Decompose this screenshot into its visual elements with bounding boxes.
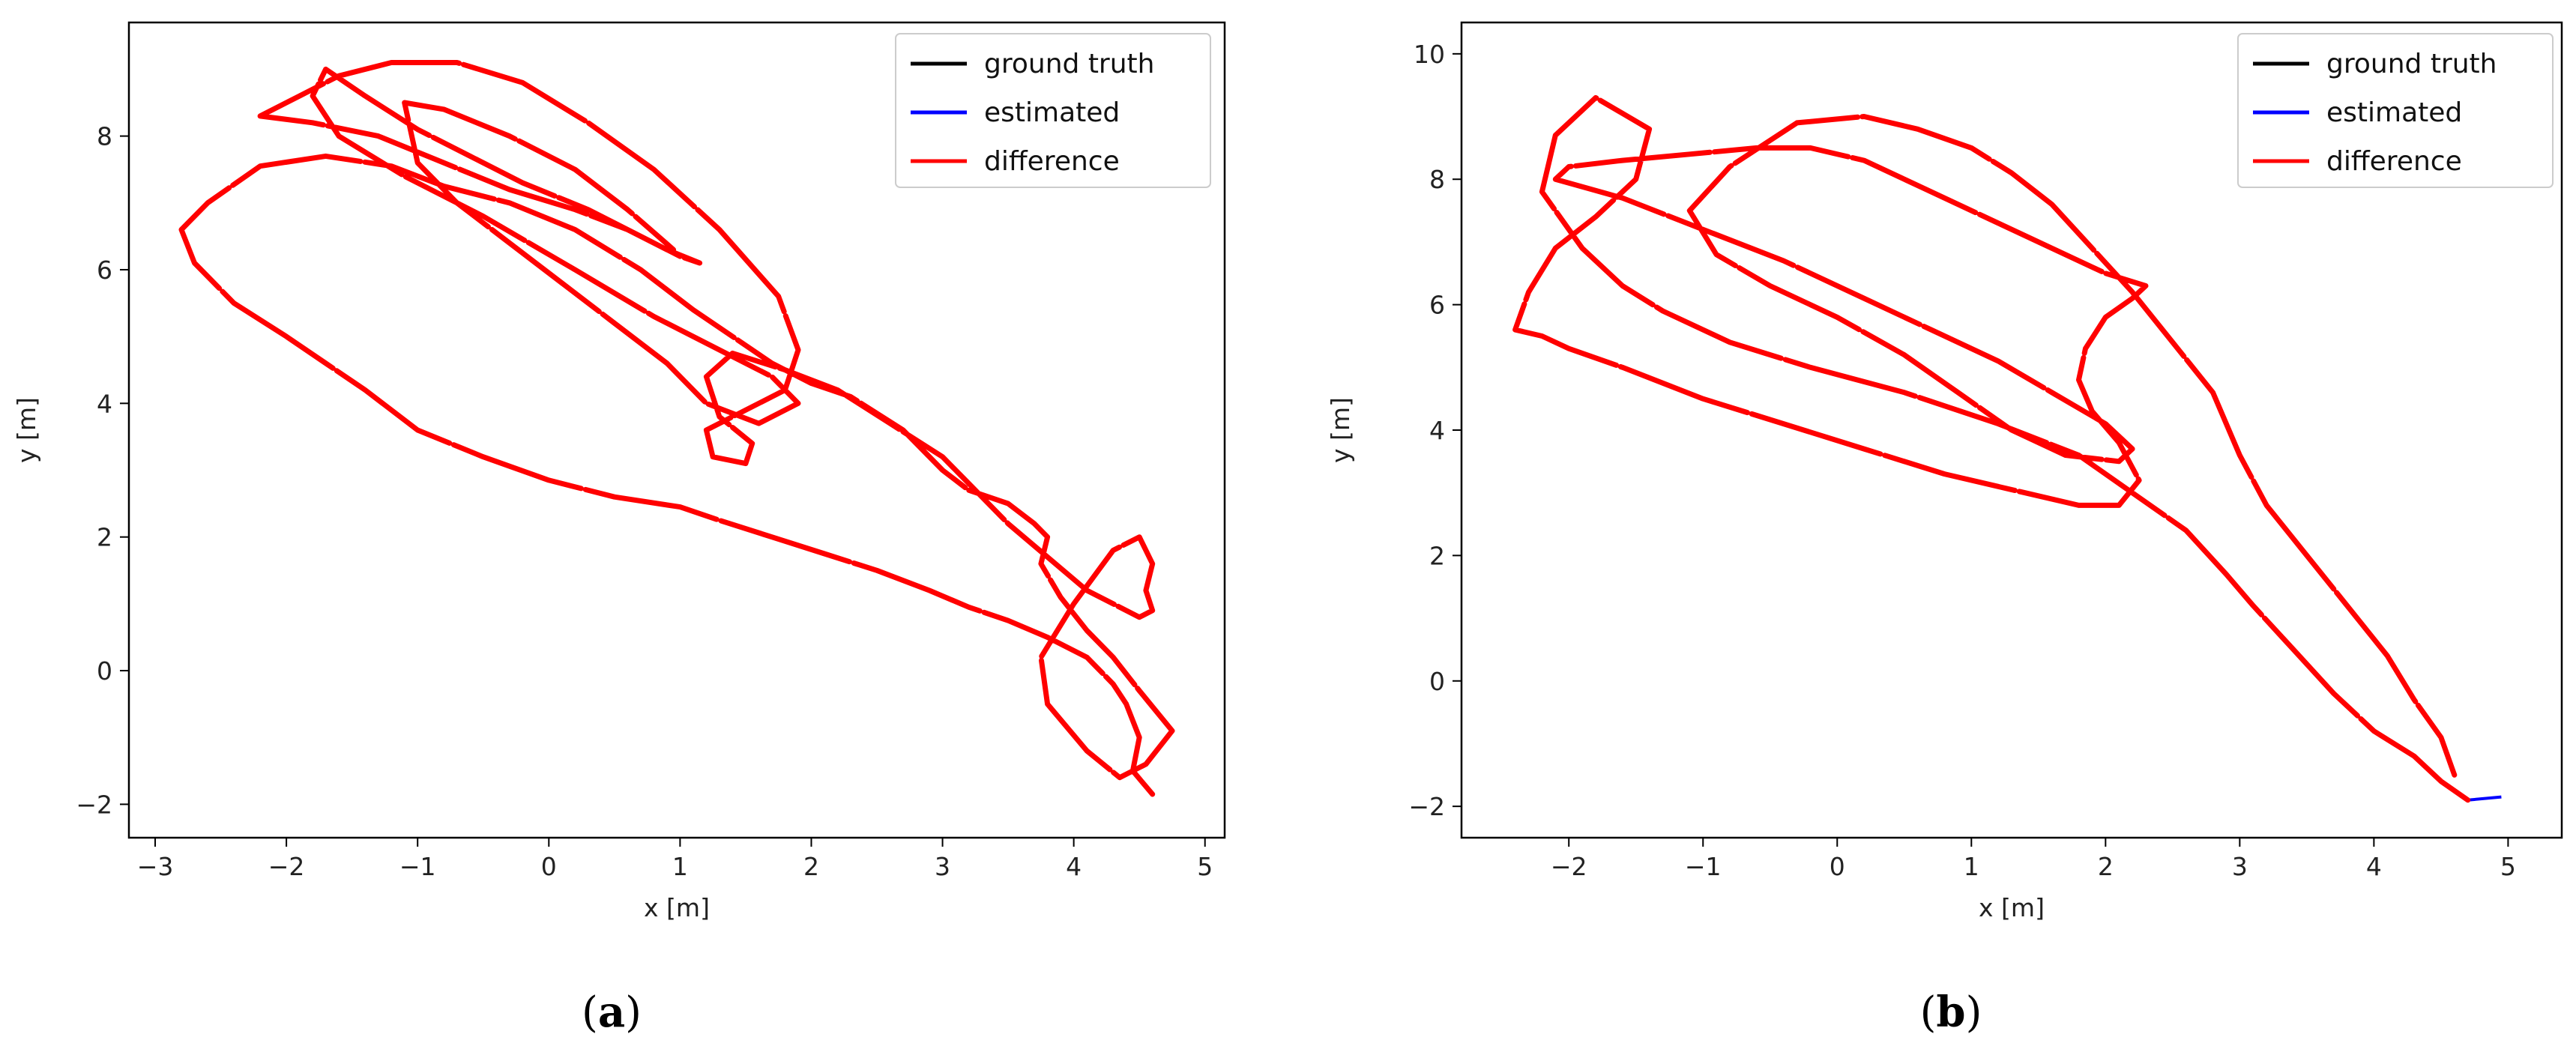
y-tick-label: 4 <box>1429 416 1445 445</box>
x-tick-label: −1 <box>1685 852 1722 881</box>
series-group <box>1512 94 2502 803</box>
panel-b: −2 −1 0 1 2 3 4 5 −2 0 2 4 6 8 10 x [m] y [m] ground trut… <box>1288 0 2575 1049</box>
x-tick-label: 0 <box>1830 852 1845 881</box>
y-tick-label: 4 <box>97 389 112 418</box>
y-tick-label: 0 <box>97 656 112 686</box>
x-tick-label: 4 <box>2366 852 2382 881</box>
series-group <box>178 60 1175 797</box>
y-axis-label: y [m] <box>12 397 41 463</box>
x-tick-label: 1 <box>1964 852 1979 881</box>
legend: ground truth estimated difference <box>2237 33 2554 188</box>
x-tick-label: 5 <box>2500 852 2516 881</box>
chart-a: −3 −2 −1 0 1 2 3 4 5 −2 0 2 4 6 8 x [m] y [m] ground trut… <box>12 21 1226 922</box>
series-estimated-tail <box>2467 795 2502 802</box>
series-difference-line <box>178 60 1175 797</box>
y-tick-label: 8 <box>97 122 112 151</box>
legend: ground truth estimated difference <box>895 33 1211 188</box>
series-difference-line <box>1512 94 2471 803</box>
x-tick-label: 4 <box>1066 852 1082 881</box>
y-tick-label: −2 <box>76 790 112 819</box>
y-tick-label: −2 <box>1408 792 1445 821</box>
x-axis-label: x [m] <box>644 893 710 922</box>
x-tick-label: 5 <box>1197 852 1213 881</box>
y-tick-label: 2 <box>1429 541 1445 570</box>
y-axis-label: y [m] <box>1326 397 1355 463</box>
x-axis-label: x [m] <box>1979 893 2045 922</box>
legend-box <box>895 33 1211 188</box>
y-tick-label: 8 <box>1429 165 1445 194</box>
legend-label: difference <box>2326 146 2462 177</box>
caption-a-letter: a <box>597 988 626 1037</box>
y-tick-label: 0 <box>1429 667 1445 696</box>
y-tick-label: 6 <box>97 256 112 285</box>
x-tick-label: 3 <box>2232 852 2248 881</box>
y-tick-label: 6 <box>1429 291 1445 320</box>
legend-label: estimated <box>2326 97 2462 128</box>
x-tick-label: 2 <box>803 852 819 881</box>
y-tick-label: 2 <box>97 523 112 552</box>
y-tick-label: 10 <box>1414 40 1445 69</box>
legend-label: difference <box>984 146 1120 177</box>
x-tick-label: −1 <box>399 852 436 881</box>
x-tick-label: 1 <box>672 852 688 881</box>
chart-b: −2 −1 0 1 2 3 4 5 −2 0 2 4 6 8 10 x [m] y [m] ground trut… <box>1326 21 2563 922</box>
x-tick-label: 0 <box>541 852 557 881</box>
caption-b-letter: b <box>1936 988 1966 1037</box>
legend-label: ground truth <box>2326 49 2497 79</box>
caption-a: (a) <box>581 988 642 1037</box>
x-tick-label: 3 <box>935 852 950 881</box>
x-tick-label: −2 <box>1551 852 1587 881</box>
x-tick-label: −2 <box>268 852 305 881</box>
x-tick-label: −3 <box>137 852 174 881</box>
legend-label: estimated <box>984 97 1120 128</box>
x-tick-label: 2 <box>2098 852 2114 881</box>
legend-label: ground truth <box>984 49 1154 79</box>
panel-a: −3 −2 −1 0 1 2 3 4 5 −2 0 2 4 6 8 x [m] y [m] ground trut… <box>12 21 1226 1037</box>
caption-b: (b) <box>1919 988 1982 1037</box>
legend-box <box>2237 33 2554 188</box>
